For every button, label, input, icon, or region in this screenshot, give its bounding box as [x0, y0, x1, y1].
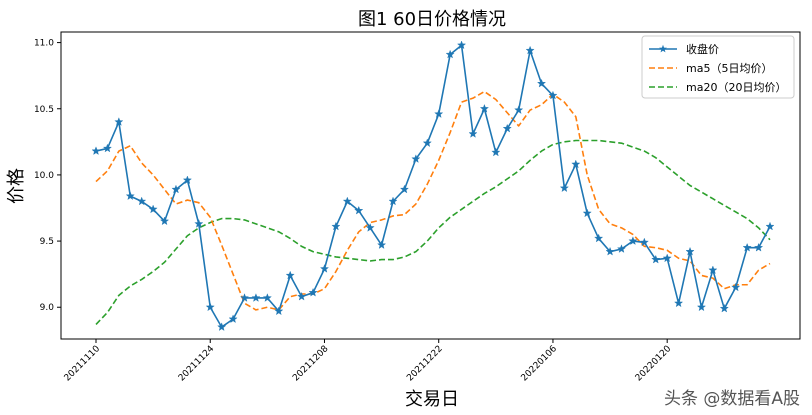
watermark-text: 头条 @数据看A股 [663, 389, 800, 409]
data-point-star [479, 103, 489, 113]
data-point-star [571, 159, 581, 169]
data-point-star [502, 123, 512, 133]
data-point-star [285, 270, 295, 280]
x-tick-label: 20211222 [405, 344, 444, 383]
data-point-star [331, 221, 341, 231]
data-point-star [102, 143, 112, 153]
data-point-star [696, 302, 706, 312]
data-point-star [228, 314, 238, 324]
data-point-star [445, 49, 455, 59]
data-point-star [308, 287, 318, 297]
x-tick-label: 20211208 [291, 344, 331, 384]
data-point-star [274, 306, 284, 316]
data-point-star [605, 246, 615, 256]
data-point-star [708, 265, 718, 275]
plot-area-frame [60, 31, 801, 340]
data-point-star [719, 303, 729, 313]
data-point-star [616, 244, 627, 253]
data-point-star [662, 253, 672, 263]
data-point-star [594, 233, 604, 243]
data-point-star [548, 90, 558, 100]
legend-star-marker [659, 44, 667, 53]
legend-frame [641, 35, 795, 99]
data-point-star [514, 105, 524, 114]
y-axis-title: 价格 [6, 168, 27, 204]
data-point-star [765, 221, 775, 231]
data-point-star [674, 298, 684, 308]
data-point-star [639, 237, 649, 247]
data-point-star [205, 302, 215, 312]
y-tick-label: 10.0 [34, 171, 54, 181]
data-point-star [628, 236, 638, 245]
y-tick-label: 9.5 [40, 237, 54, 247]
series-line-1 [95, 90, 771, 311]
y-tick-label: 10.5 [34, 105, 54, 115]
series-layer [91, 40, 775, 331]
data-point-star [251, 293, 261, 302]
data-point-star [754, 242, 764, 252]
y-axis: 9.0 9.5 10.0 10.5 11.0 [34, 39, 61, 313]
chart-title: 图1 60日价格情况 [358, 9, 506, 30]
x-tick-label: 20211110 [63, 344, 103, 384]
data-point-star [742, 242, 752, 252]
data-point-star [434, 109, 444, 118]
data-point-star [160, 216, 170, 226]
data-point-star [651, 254, 661, 264]
data-point-star [582, 208, 592, 218]
data-point-star [354, 205, 364, 215]
data-point-star [137, 196, 147, 206]
data-point-star [217, 322, 227, 331]
legend-label-0: 收盘价 [686, 42, 719, 56]
data-point-star [182, 175, 192, 185]
data-point-star [239, 293, 250, 302]
data-point-star [536, 78, 547, 88]
data-point-star [114, 117, 124, 126]
data-point-star [125, 191, 135, 200]
data-point-star [399, 184, 409, 194]
y-tick-label: 9.0 [40, 303, 55, 313]
data-point-star [731, 282, 741, 292]
data-point-star [91, 146, 101, 155]
data-point-star [457, 40, 467, 50]
legend-label-2: ma20（20日均价） [686, 81, 786, 94]
data-point-star [491, 147, 501, 157]
legend: 收盘价 ma5（5日均价） ma20（20日均价） [641, 35, 795, 99]
series-line-2 [95, 139, 771, 325]
data-point-star [297, 291, 307, 301]
data-point-star [422, 138, 432, 148]
legend-label-1: ma5（5日均价） [686, 62, 772, 75]
data-point-star [365, 223, 375, 232]
data-point-star [262, 293, 272, 302]
data-point-star [388, 196, 398, 206]
data-point-star [525, 45, 535, 55]
data-point-star [194, 219, 204, 228]
data-point-star [171, 184, 181, 194]
y-tick-label: 11.0 [34, 39, 54, 49]
data-point-star [148, 204, 158, 214]
x-tick-label: 20220106 [520, 344, 560, 384]
data-point-star [559, 183, 569, 193]
data-point-star [319, 264, 330, 273]
x-axis: 20211110 20211124 20211208 20211222 20220106… [63, 339, 674, 384]
x-tick-label: 20211124 [177, 344, 217, 384]
data-point-star [342, 196, 352, 206]
data-point-star [411, 154, 421, 163]
x-axis-title: 交易日 [405, 389, 459, 410]
data-point-star [468, 129, 478, 138]
x-tick-label: 20220120 [634, 344, 674, 384]
data-point-star [685, 246, 695, 256]
data-point-star [377, 240, 387, 249]
